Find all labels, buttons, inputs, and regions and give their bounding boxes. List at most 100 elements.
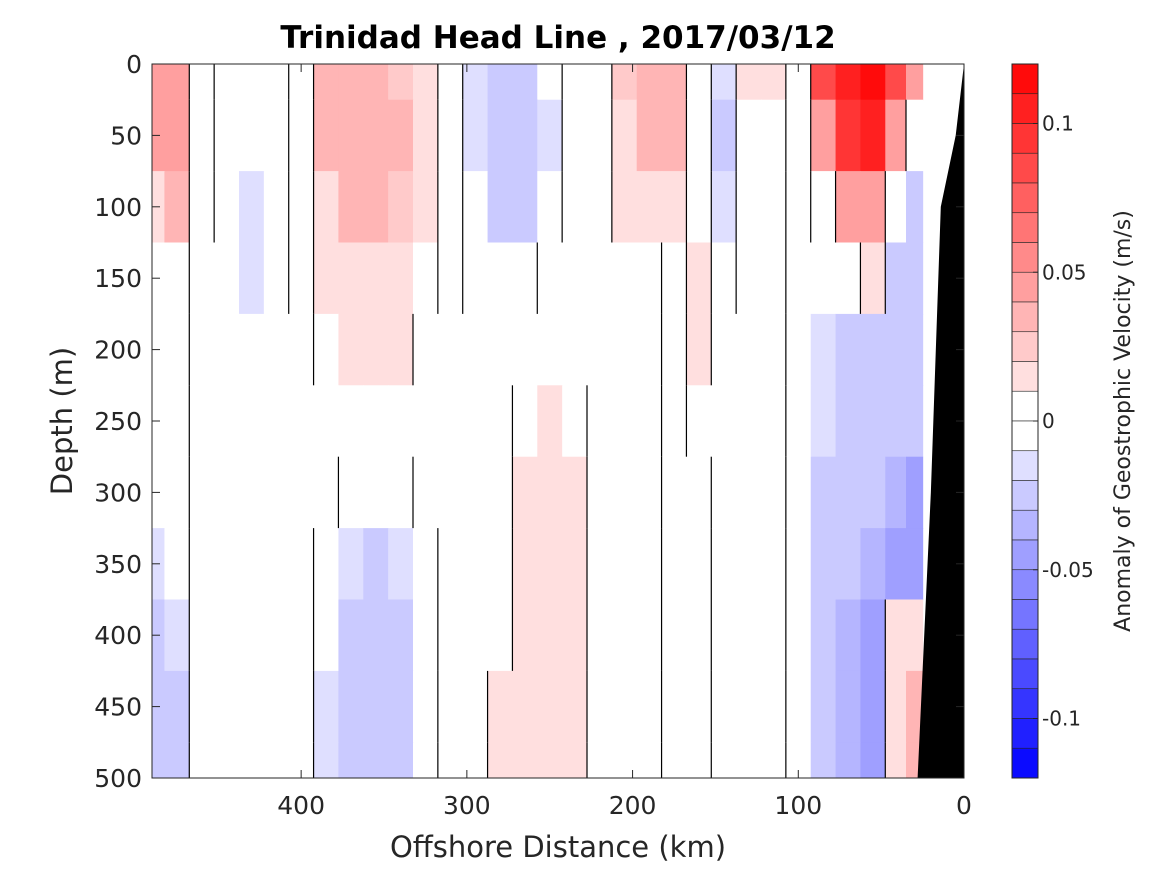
colorbar-swatch [1011,480,1039,511]
heatmap-cell [885,599,907,672]
heatmap-cell [413,599,439,672]
heatmap-cell [214,599,240,672]
colorbar-ticks: 0.1 0.05 0 -0.05 -0.1 [1033,112,1094,731]
heatmap-cell [885,528,907,601]
heatmap-cell [487,171,514,244]
heatmap-cell [661,456,688,529]
heatmap-cell [462,599,489,672]
colorbar-swatch [1011,182,1039,214]
heatmap-cell [661,385,688,458]
heatmap-cell [413,313,439,386]
heatmap-cell [611,528,638,601]
heatmap-cell [587,456,613,529]
heatmap-cell [413,99,439,172]
heatmap-cell [906,385,924,458]
heatmap-cell [686,528,712,601]
colorbar-swatch [1011,242,1039,273]
heatmap-cell [860,528,886,601]
heatmap-cell [885,742,907,778]
heatmap-cell [487,670,514,743]
heatmap-cell [214,456,240,529]
colorbar-swatch [1011,271,1039,303]
y-tick-label: 150 [94,264,142,293]
heatmap-cell [462,242,489,315]
heatmap-cell [164,528,190,601]
heatmap-cell [835,385,862,458]
heatmap-cell [189,385,215,458]
heatmap-cell [512,456,538,529]
heatmap-cell [611,171,638,244]
heatmap-cell [711,171,737,244]
heatmap-cell [388,385,414,458]
heatmap-cell [437,670,464,743]
heatmap-cell [562,242,588,315]
heatmap-cell [313,742,340,778]
heatmap-cell [661,528,688,601]
heatmap-cell [686,742,712,778]
chart-title: Trinidad Head Line , 2017/03/12 [280,20,835,56]
heatmap-cell [338,242,364,315]
heatmap-cell [189,99,215,172]
heatmap-cell [661,171,688,244]
heatmap-cell [537,528,563,601]
heatmap-cell [736,456,762,529]
heatmap-cell [906,171,924,244]
heatmap-cell [537,242,563,315]
colorbar-swatch [1011,688,1039,719]
heatmap-cell [537,742,563,778]
heatmap-cell [388,670,414,743]
heatmap-cell [487,528,514,601]
heatmap-cell [462,171,489,244]
heatmap-cell [288,385,315,458]
heatmap-cell [214,242,240,315]
heatmap-cell [537,64,563,101]
heatmap-cells [152,64,924,778]
heatmap-cell [363,171,389,244]
heatmap-cell [686,670,712,743]
heatmap-cell [152,64,166,101]
colorbar-swatch [1011,628,1039,660]
heatmap-cell [810,171,837,244]
heatmap-cell [736,313,762,386]
heatmap-cell [239,64,265,101]
heatmap-cell [313,64,340,101]
heatmap-cell [338,599,364,672]
heatmap-cell [761,64,787,101]
heatmap-cell [587,242,613,315]
heatmap-cell [711,242,737,315]
colorbar-swatch [1011,599,1039,630]
heatmap-cell [189,64,215,101]
heatmap-cell [885,171,907,244]
heatmap-cell [313,599,340,672]
heatmap-cell [761,670,787,743]
y-tick-label: 250 [94,407,142,436]
heatmap-cell [263,670,290,743]
heatmap-cell [810,99,837,172]
heatmap-cell [587,599,613,672]
heatmap-cell [661,99,688,172]
y-axis: 0 50 100 150 200 250 300 350 400 450 500 [94,50,964,793]
heatmap-cell [512,599,538,672]
heatmap-cell [761,456,787,529]
heatmap-cell [263,171,290,244]
x-axis: 400 300 200 100 0 [277,64,972,820]
heatmap-cell [761,171,787,244]
heatmap-cell [711,385,737,458]
colorbar-swatch [1011,212,1039,243]
heatmap-cell [611,670,638,743]
heatmap-cell [164,385,190,458]
heatmap-cell [810,599,837,672]
heatmap-cell [906,313,924,386]
heatmap-cell [487,242,514,315]
heatmap-cell [437,171,464,244]
heatmap-cell [636,99,663,172]
heatmap-cell [562,99,588,172]
heatmap-cell [288,599,315,672]
colorbar-swatch [1011,152,1039,184]
colorbar-swatch [1011,718,1039,749]
heatmap-cell [785,456,812,529]
heatmap-cell [164,242,190,315]
heatmap-cell [587,528,613,601]
heatmap-cell [487,99,514,172]
colorbar-tick-label: 0.05 [1042,260,1087,284]
